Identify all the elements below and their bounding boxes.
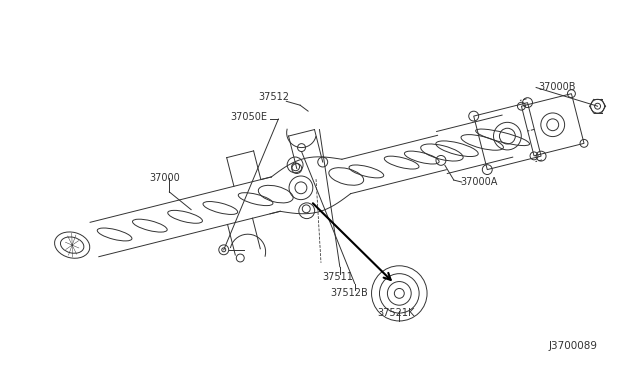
Text: 37521K: 37521K [378, 308, 415, 318]
Text: 37050E: 37050E [231, 112, 268, 122]
Text: 37512: 37512 [259, 92, 289, 102]
Text: J3700089: J3700089 [548, 341, 598, 350]
Text: 37000A: 37000A [461, 177, 498, 187]
Text: 37512B: 37512B [330, 288, 367, 298]
Text: 37000B: 37000B [538, 83, 575, 93]
Text: 37000: 37000 [150, 173, 180, 183]
Text: 37511: 37511 [322, 272, 353, 282]
